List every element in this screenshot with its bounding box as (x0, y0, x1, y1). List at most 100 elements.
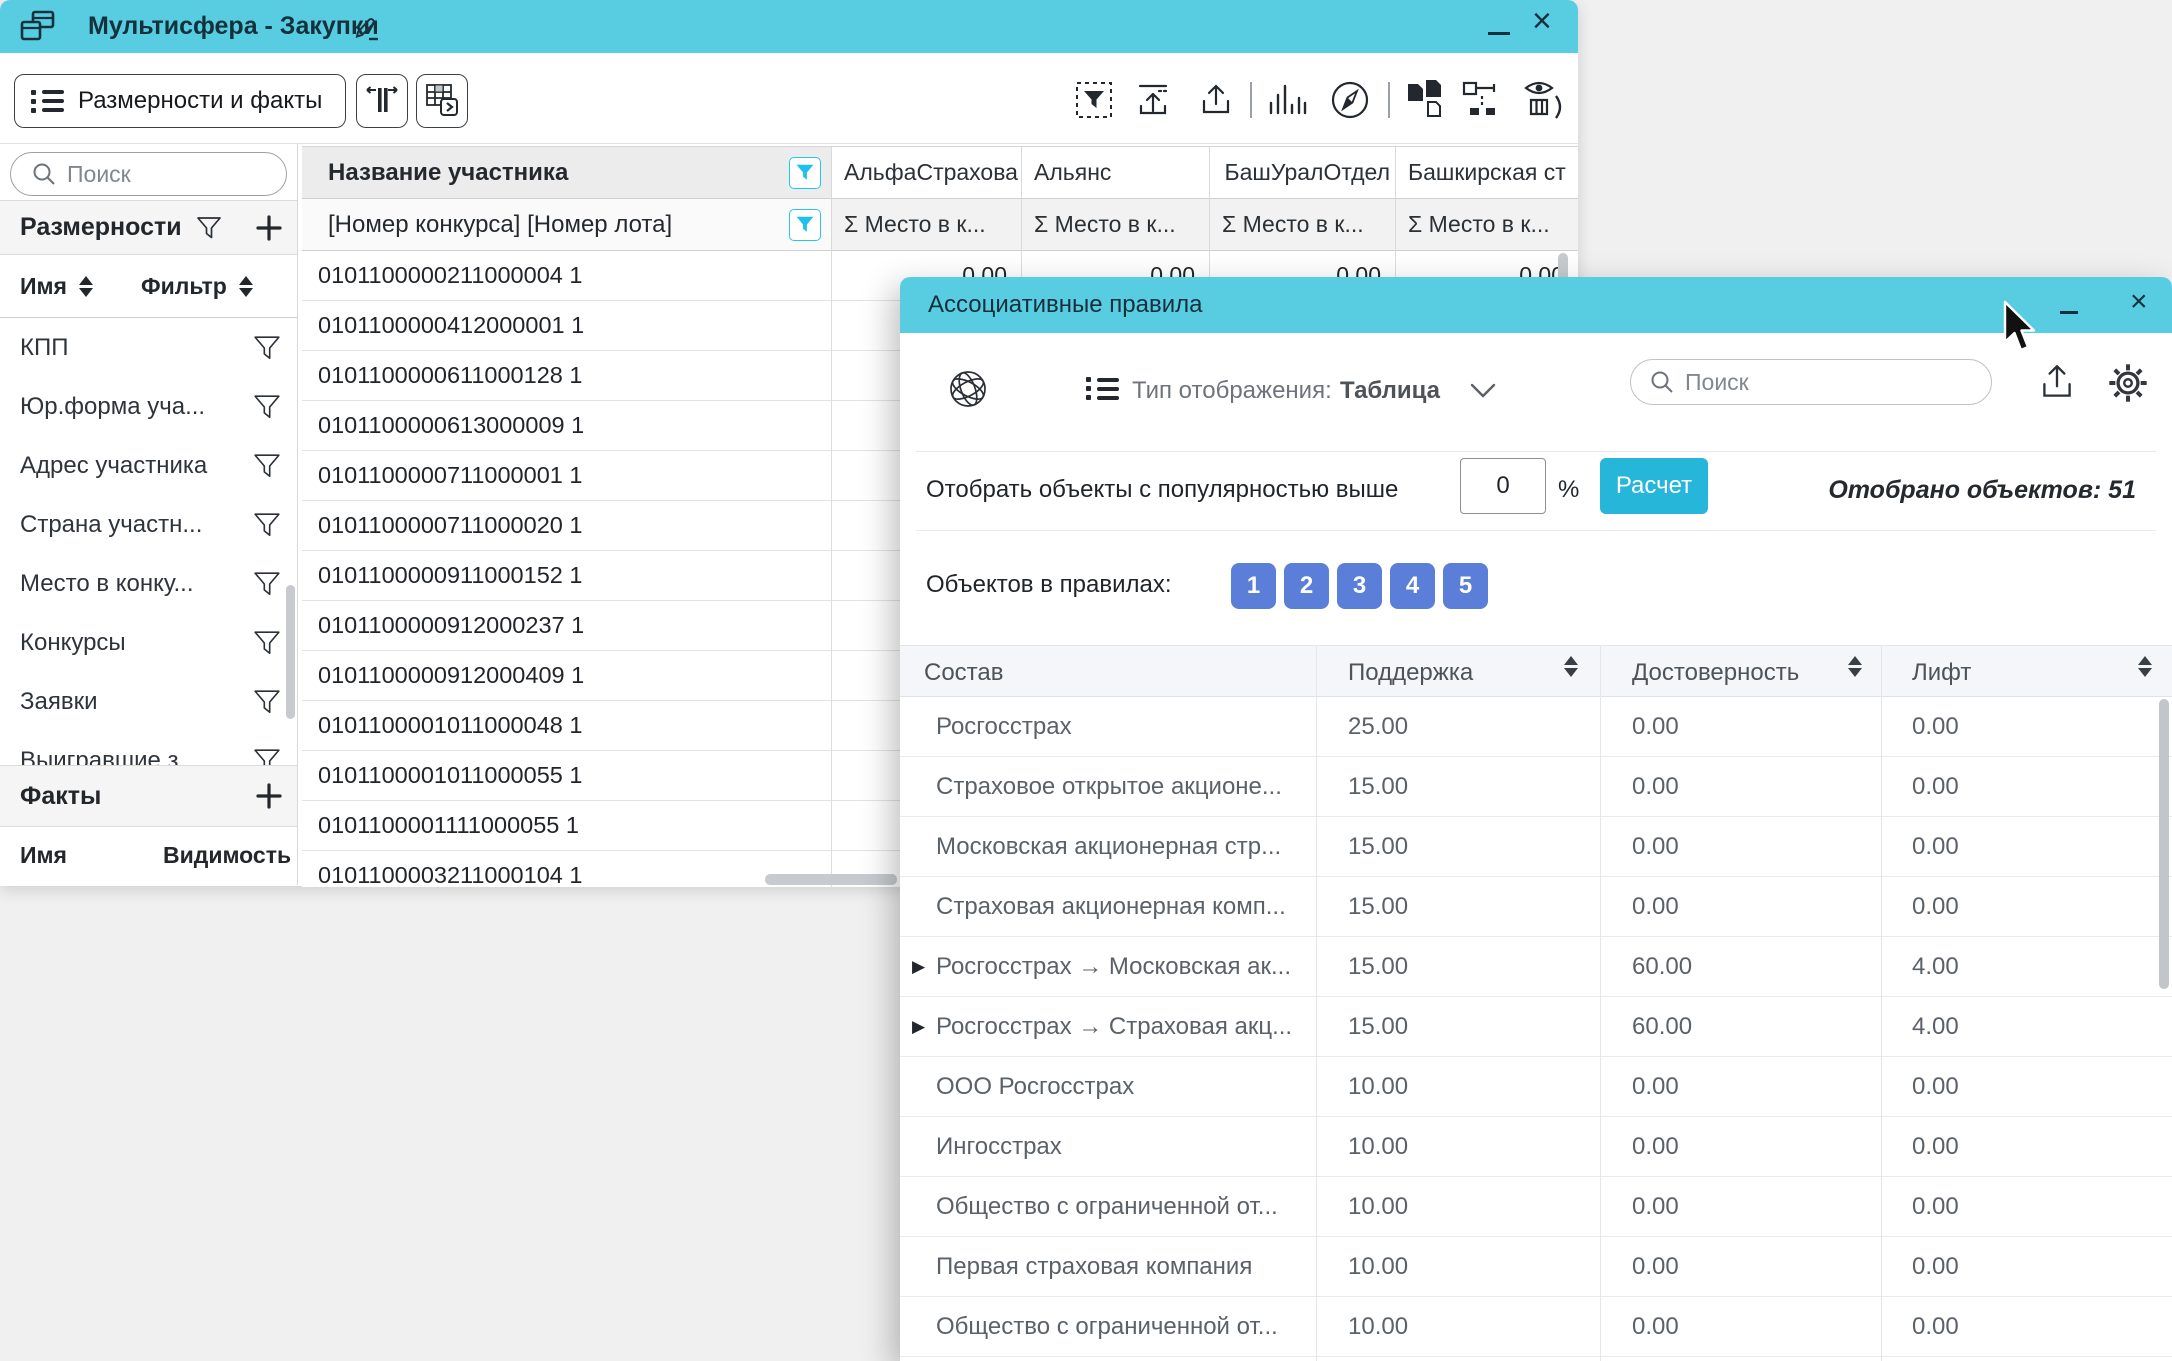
minimize-button[interactable] (1488, 32, 1510, 35)
column-header[interactable]: БашУралОтдел (1209, 147, 1395, 199)
rule-size-button-2[interactable]: 2 (1284, 563, 1329, 609)
sidebar-item-applications[interactable]: Заявки (0, 672, 297, 731)
rule-size-button-4[interactable]: 4 (1390, 563, 1435, 609)
column-header[interactable]: АльфаСтрахова (831, 147, 1021, 199)
sidebar-item-place[interactable]: Место в конку... (0, 554, 297, 613)
column-width-button[interactable] (356, 74, 408, 128)
rule-row[interactable]: Ингосстрах 10.00 0.00 0.00 (900, 1117, 2172, 1177)
sphere-icon[interactable] (944, 365, 992, 418)
rules-rows: Росгосстрах 25.00 0.00 0.00 Страховое от… (900, 697, 2172, 1361)
sidebar-item-winners[interactable]: Выигравшие з... (0, 731, 297, 765)
rule-size-button-3[interactable]: 3 (1337, 563, 1382, 609)
chevron-down-icon[interactable] (1470, 383, 1496, 404)
sort-name-icon[interactable] (78, 275, 93, 297)
rule-size-row: Объектов в правилах: 1 2 3 4 5 (900, 531, 2172, 645)
measure-header[interactable]: Σ Место в к... (1021, 199, 1209, 251)
rule-row[interactable]: Общество с ограниченной от... 10.00 0.00… (900, 1177, 2172, 1237)
row-header-title-cell[interactable]: Название участника (302, 147, 831, 199)
display-type-value[interactable]: Таблица (1340, 377, 1441, 404)
chart-icon[interactable] (1264, 80, 1310, 125)
measure-header[interactable]: Σ Место в к... (831, 199, 1021, 251)
filter-icon[interactable] (253, 453, 281, 479)
sidebar-item-jur-form[interactable]: Юр.форма уча... (0, 377, 297, 436)
measure-header[interactable]: Σ Место в к... (1209, 199, 1395, 251)
rule-row[interactable]: Общество с ограниченной от... 10.00 0.00… (900, 1297, 2172, 1357)
dialog-minimize-button[interactable] (2060, 311, 2078, 314)
dialog-export-icon[interactable] (2036, 361, 2078, 408)
table-horizontal-scrollbar[interactable] (765, 874, 897, 885)
popularity-input[interactable]: 0 (1460, 458, 1546, 514)
row-header-sub-cell[interactable]: [Номер конкурса] [Номер лота] (302, 199, 831, 251)
filter-icon[interactable] (253, 512, 281, 538)
rules-table: Состав Поддержка Достоверность Лифт Росг… (900, 645, 2172, 1361)
sort-filter-icon[interactable] (238, 275, 253, 297)
filter-icon[interactable] (253, 335, 281, 361)
column-header[interactable]: Башкирская ст (1395, 147, 1578, 199)
measure-header[interactable]: Σ Место в к... (1395, 199, 1578, 251)
window-title: Мультисфера - Закупки (88, 12, 379, 40)
rule-row[interactable]: Первая страховая компания 10.00 0.00 0.0… (900, 1237, 2172, 1297)
rule-row[interactable]: Страховая акционерная комп... 15.00 0.00… (900, 877, 2172, 937)
filter-icon[interactable] (253, 689, 281, 715)
visibility-icon[interactable] (1518, 76, 1566, 127)
name-column-header[interactable]: Имя (20, 272, 67, 299)
table-layout-button[interactable] (416, 74, 468, 128)
rule-row[interactable]: Московская акционерная стр... 15.00 0.00… (900, 817, 2172, 877)
sidebar-item-contests[interactable]: Конкурсы (0, 613, 297, 672)
search-icon (31, 161, 57, 187)
column-header[interactable]: Альянс (1021, 147, 1209, 199)
divider (916, 451, 2156, 452)
dimensions-title: Размерности (20, 213, 182, 241)
export-icon[interactable] (1196, 80, 1236, 125)
filter-icon[interactable] (253, 394, 281, 420)
import-icon[interactable] (1132, 80, 1174, 125)
toolbar-divider (1250, 82, 1252, 118)
dialog-search-input[interactable]: Поиск (1630, 359, 1992, 405)
rules-scrollbar-thumb[interactable] (2159, 699, 2169, 989)
copy-documents-icon[interactable] (1402, 78, 1448, 127)
rule-row[interactable]: ООО Росгосстрах 10.00 0.00 0.00 (900, 1057, 2172, 1117)
lift-header[interactable]: Лифт (1912, 659, 1972, 686)
close-button[interactable]: × (1532, 2, 1552, 40)
rule-row[interactable]: ▶ Росгосстрах → Московская ак... 15.00 6… (900, 937, 2172, 997)
rule-row[interactable]: Росгосстрах 25.00 0.00 0.00 (900, 697, 2172, 757)
expand-icon[interactable]: ▶ (912, 956, 926, 976)
rule-size-button-5[interactable]: 5 (1443, 563, 1488, 609)
add-dimension-button[interactable] (255, 214, 283, 242)
filter-icon[interactable] (253, 748, 281, 765)
sort-confidence-icon[interactable] (1848, 656, 1862, 677)
confidence-header[interactable]: Достоверность (1632, 659, 1800, 686)
composition-header[interactable]: Состав (924, 659, 1004, 686)
filter-column-header[interactable]: Фильтр (140, 272, 227, 299)
add-fact-button[interactable] (255, 782, 283, 810)
dialog-settings-gear-icon[interactable] (2106, 361, 2150, 410)
contest-filter-icon[interactable] (789, 208, 821, 241)
main-toolbar: Размерности и факты (0, 53, 1578, 144)
sort-lift-icon[interactable] (2138, 656, 2152, 677)
structure-icon[interactable] (1460, 78, 1506, 127)
rule-size-button-1[interactable]: 1 (1231, 563, 1276, 609)
sidebar-search-input[interactable]: Поиск (10, 152, 287, 196)
dimensions-section-header: Размерности (0, 200, 297, 255)
sidebar-item-address[interactable]: Адрес участника (0, 436, 297, 495)
dialog-close-button[interactable]: × (2130, 285, 2148, 318)
sidebar-item-kpp[interactable]: КПП (0, 318, 297, 377)
popularity-filter-label: Отобрать объекты с популярностью выше (926, 476, 1399, 503)
expand-icon[interactable]: ▶ (912, 1016, 926, 1036)
dimensions-facts-button[interactable]: Размерности и факты (14, 74, 346, 128)
calculate-button[interactable]: Расчет (1600, 458, 1708, 514)
sidebar-item-country[interactable]: Страна участн... (0, 495, 297, 554)
support-header[interactable]: Поддержка (1348, 659, 1474, 686)
filter-icon[interactable] (253, 571, 281, 597)
percent-label: % (1558, 476, 1580, 503)
sort-support-icon[interactable] (1564, 656, 1578, 677)
selection-filter-icon[interactable] (1074, 80, 1114, 125)
filter-icon[interactable] (253, 630, 281, 656)
compass-icon[interactable] (1328, 78, 1372, 127)
rule-row[interactable]: ▶ Росгосстрах → Страховая акц... 15.00 6… (900, 997, 2172, 1057)
rule-row[interactable]: Страховое открытое акционе... 15.00 0.00… (900, 757, 2172, 817)
dimensions-filter-icon[interactable] (196, 216, 222, 240)
participant-filter-icon[interactable] (789, 156, 821, 189)
sidebar-scrollbar-thumb[interactable] (286, 585, 295, 719)
edit-title-icon[interactable] (352, 12, 382, 47)
